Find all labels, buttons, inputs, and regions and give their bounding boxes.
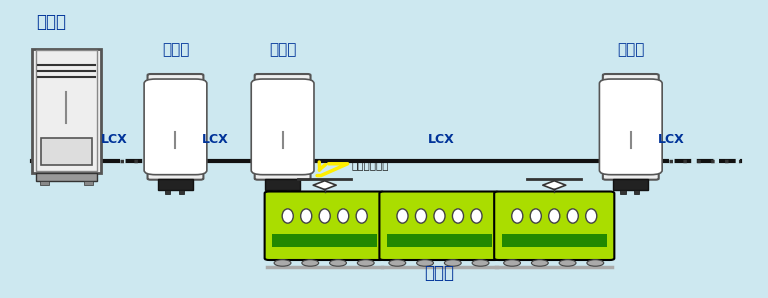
Bar xyxy=(272,190,277,194)
Ellipse shape xyxy=(568,209,578,223)
FancyBboxPatch shape xyxy=(265,192,385,260)
Text: LCX: LCX xyxy=(202,133,229,146)
FancyBboxPatch shape xyxy=(599,79,662,175)
Text: LCX: LCX xyxy=(428,133,455,146)
Bar xyxy=(387,234,492,246)
Bar xyxy=(273,234,377,246)
FancyBboxPatch shape xyxy=(144,79,207,175)
Bar xyxy=(179,190,184,194)
FancyBboxPatch shape xyxy=(147,74,204,180)
Ellipse shape xyxy=(300,209,312,223)
Text: 基地局: 基地局 xyxy=(36,13,66,31)
Circle shape xyxy=(357,260,374,266)
Bar xyxy=(36,173,97,181)
Text: 車上局: 車上局 xyxy=(425,264,455,282)
FancyBboxPatch shape xyxy=(379,192,499,260)
FancyBboxPatch shape xyxy=(603,74,659,180)
Ellipse shape xyxy=(434,209,445,223)
Ellipse shape xyxy=(511,209,523,223)
Text: 車上アンテナ: 車上アンテナ xyxy=(352,160,389,170)
Bar xyxy=(40,181,49,185)
Bar xyxy=(158,179,193,190)
Circle shape xyxy=(329,260,346,266)
Text: LCX: LCX xyxy=(657,133,684,146)
Ellipse shape xyxy=(397,209,408,223)
Polygon shape xyxy=(543,181,566,190)
Bar xyxy=(614,179,648,190)
FancyBboxPatch shape xyxy=(32,49,101,173)
Circle shape xyxy=(504,260,521,266)
Ellipse shape xyxy=(471,209,482,223)
Text: 中継機: 中継機 xyxy=(162,43,189,58)
Bar xyxy=(286,190,291,194)
Circle shape xyxy=(416,260,433,266)
Ellipse shape xyxy=(319,209,330,223)
FancyBboxPatch shape xyxy=(255,74,310,180)
Circle shape xyxy=(531,260,548,266)
Ellipse shape xyxy=(452,209,464,223)
Circle shape xyxy=(445,260,462,266)
Ellipse shape xyxy=(282,209,293,223)
Ellipse shape xyxy=(548,209,560,223)
Ellipse shape xyxy=(356,209,367,223)
Bar xyxy=(502,234,607,246)
FancyBboxPatch shape xyxy=(251,79,314,175)
FancyBboxPatch shape xyxy=(494,192,614,260)
Text: 中継機: 中継機 xyxy=(269,43,296,58)
Text: 中継機: 中継機 xyxy=(617,43,644,58)
Circle shape xyxy=(559,260,576,266)
Text: LCX: LCX xyxy=(101,133,128,146)
Polygon shape xyxy=(313,181,336,190)
Bar xyxy=(165,190,170,194)
Ellipse shape xyxy=(530,209,541,223)
Circle shape xyxy=(389,260,406,266)
Ellipse shape xyxy=(586,209,597,223)
Ellipse shape xyxy=(415,209,426,223)
Circle shape xyxy=(274,260,291,266)
Circle shape xyxy=(587,260,604,266)
Circle shape xyxy=(302,260,319,266)
Bar xyxy=(621,190,626,194)
Bar xyxy=(41,138,91,165)
Bar xyxy=(84,181,93,185)
Ellipse shape xyxy=(338,209,349,223)
Circle shape xyxy=(472,260,489,266)
Bar xyxy=(634,190,640,194)
Bar xyxy=(265,179,300,190)
